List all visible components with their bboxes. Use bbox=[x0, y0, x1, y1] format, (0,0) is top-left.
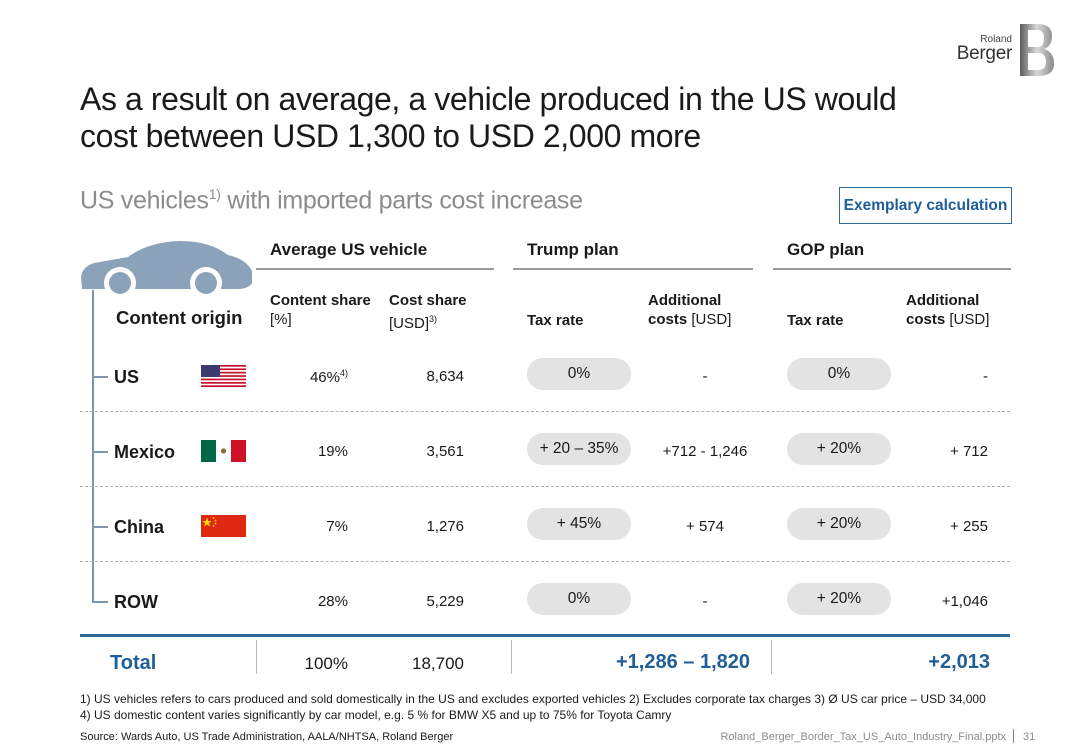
mexico-gop-tax-pill: + 20% bbox=[787, 433, 891, 465]
total-content-share: 100% bbox=[304, 654, 348, 673]
china-gop-tax-pill: + 20% bbox=[787, 508, 891, 540]
total-cost-share: 18,700 bbox=[412, 654, 464, 673]
china-gop-additional: + 255 bbox=[950, 518, 988, 535]
page-title: As a result on average, a vehicle produc… bbox=[80, 81, 897, 154]
tree-branch bbox=[92, 601, 108, 603]
group-trump-plan: Trump plan bbox=[527, 240, 619, 259]
page-separator bbox=[1013, 729, 1014, 743]
roland-berger-logo: Roland Berger bbox=[944, 22, 1056, 78]
logo-berger-text: Berger bbox=[956, 43, 1013, 64]
origin-tree-line bbox=[92, 290, 94, 602]
tree-branch bbox=[92, 526, 108, 528]
china-trump-additional: + 574 bbox=[686, 518, 724, 535]
footnote-line-1: 1) US vehicles refers to cars produced a… bbox=[80, 692, 986, 706]
file-name: Roland_Berger_Border_Tax_US_Auto_Industr… bbox=[720, 731, 1006, 743]
column-separator bbox=[256, 640, 257, 674]
row-divider bbox=[80, 486, 1010, 487]
us-trump-additional: - bbox=[702, 368, 708, 385]
row-divider bbox=[80, 411, 1010, 412]
group-underline bbox=[513, 268, 753, 270]
us-trump-tax-pill: 0% bbox=[527, 358, 631, 390]
group-underline bbox=[256, 268, 494, 270]
mexico-trump-additional: +712 - 1,246 bbox=[662, 443, 748, 460]
row-label-china: China bbox=[114, 517, 165, 537]
us-flag-icon bbox=[201, 365, 246, 387]
page-subtitle: US vehicles1) with imported parts cost i… bbox=[80, 186, 583, 215]
row-cost-share: 5,229 bbox=[426, 593, 464, 610]
row-label-mexico: Mexico bbox=[114, 442, 176, 462]
group-underline bbox=[773, 268, 1011, 270]
column-separator bbox=[511, 640, 512, 674]
total-trump-additional: +1,286 – 1,820 bbox=[615, 651, 750, 673]
row-trump-additional: - bbox=[702, 593, 708, 610]
content-share-header: Content share [%] bbox=[270, 292, 371, 328]
cost-share-header: Cost share [USD]3) bbox=[389, 292, 467, 332]
source-note: Source: Wards Auto, US Trade Administrat… bbox=[80, 731, 454, 743]
logo-b-icon bbox=[1020, 24, 1054, 76]
row-gop-additional: +1,046 bbox=[941, 593, 988, 610]
trump-tax-rate-header: Tax rate bbox=[527, 312, 584, 329]
column-separator bbox=[771, 640, 772, 674]
total-gop-additional: +2,013 bbox=[928, 651, 990, 673]
mexico-content-share: 19% bbox=[317, 443, 348, 460]
mexico-gop-additional: + 712 bbox=[950, 443, 988, 460]
group-average-us-vehicle: Average US vehicle bbox=[270, 240, 428, 259]
trump-additional-costs-header: Additional costs [USD] bbox=[648, 292, 732, 328]
china-flag-icon bbox=[201, 515, 246, 537]
content-origin-header: Content origin bbox=[116, 307, 243, 328]
total-divider bbox=[80, 634, 1010, 637]
china-trump-tax-pill: + 45% bbox=[527, 508, 631, 540]
total-label: Total bbox=[110, 652, 157, 674]
logo-roland-text: Roland bbox=[980, 34, 1012, 45]
tree-branch bbox=[92, 451, 108, 453]
footnote-line-2: 4) US domestic content varies significan… bbox=[80, 708, 672, 722]
china-content-share: 7% bbox=[326, 518, 348, 535]
us-cost-share: 8,634 bbox=[426, 368, 464, 385]
tree-branch bbox=[92, 376, 108, 378]
row-trump-tax-pill: 0% bbox=[527, 583, 631, 615]
mexico-flag-icon bbox=[201, 440, 246, 462]
us-content-share: 46%4) bbox=[309, 368, 348, 386]
row-gop-tax-pill: + 20% bbox=[787, 583, 891, 615]
gop-tax-rate-header: Tax rate bbox=[787, 312, 844, 329]
us-gop-additional: - bbox=[983, 368, 988, 385]
mexico-trump-tax-pill: + 20 – 35% bbox=[527, 433, 631, 465]
gop-additional-costs-header: Additional costs [USD] bbox=[906, 292, 990, 328]
row-divider bbox=[80, 561, 1010, 562]
china-cost-share: 1,276 bbox=[426, 518, 464, 535]
row-label-us: US bbox=[114, 367, 140, 387]
row-label-row: ROW bbox=[114, 592, 158, 612]
car-icon bbox=[81, 241, 252, 299]
row-content-share: 28% bbox=[317, 593, 348, 610]
group-gop-plan: GOP plan bbox=[787, 240, 865, 259]
page-number: 31 bbox=[1023, 731, 1036, 743]
us-gop-tax-pill: 0% bbox=[787, 358, 891, 390]
mexico-cost-share: 3,561 bbox=[426, 443, 464, 460]
exemplary-calculation-badge: Exemplary calculation bbox=[839, 187, 1012, 224]
